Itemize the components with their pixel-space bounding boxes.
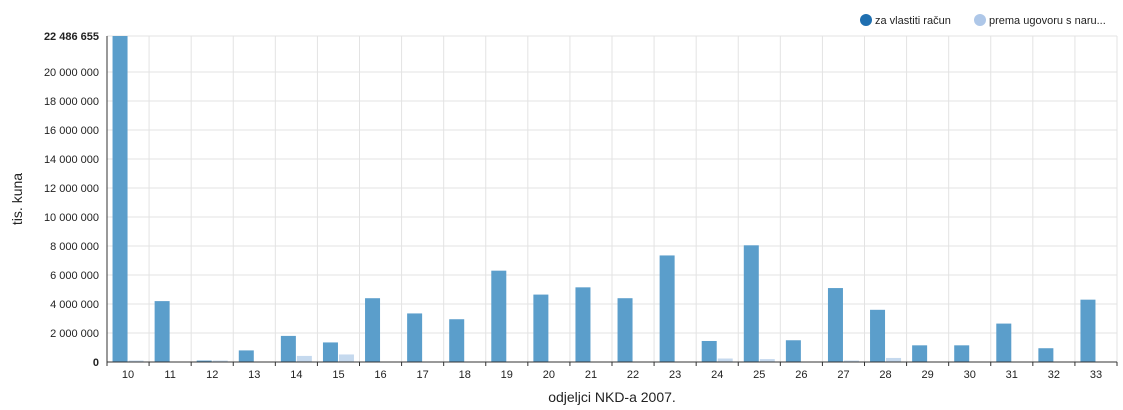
y-tick-label: 10 000 000 — [44, 212, 99, 224]
bar-za-vlastiti-racun[interactable] — [870, 309, 886, 362]
legend-label[interactable]: prema ugovoru s naru... — [989, 15, 1106, 27]
bar-za-vlastiti-racun[interactable] — [785, 340, 801, 362]
y-tick-label: 6 000 000 — [50, 270, 99, 282]
x-tick-label: 15 — [332, 369, 344, 381]
x-tick-label: 10 — [122, 369, 134, 381]
x-tick-label: 17 — [417, 369, 429, 381]
bar-za-vlastiti-racun[interactable] — [407, 313, 423, 362]
bar-prema-ugovoru[interactable] — [338, 354, 354, 362]
y-tick-label: 4 000 000 — [50, 299, 99, 311]
x-tick-label: 29 — [922, 369, 934, 381]
bar-za-vlastiti-racun[interactable] — [659, 255, 675, 362]
x-tick-label: 31 — [1006, 369, 1018, 381]
bar-prema-ugovoru[interactable] — [212, 360, 228, 362]
x-tick-label: 27 — [837, 369, 849, 381]
bar-za-vlastiti-racun[interactable] — [996, 323, 1012, 362]
y-tick-label: 2 000 000 — [50, 328, 99, 340]
bar-prema-ugovoru[interactable] — [296, 355, 312, 362]
x-tick-label: 33 — [1090, 369, 1102, 381]
bar-za-vlastiti-racun[interactable] — [238, 350, 254, 362]
x-tick-label: 11 — [164, 369, 175, 381]
x-tick-label: 22 — [627, 369, 639, 381]
bar-za-vlastiti-racun[interactable] — [617, 298, 633, 362]
x-tick-label: 30 — [964, 369, 976, 381]
x-tick-label: 32 — [1048, 369, 1060, 381]
bar-za-vlastiti-racun[interactable] — [533, 294, 549, 362]
x-tick-label: 19 — [501, 369, 513, 381]
bar-za-vlastiti-racun[interactable] — [954, 345, 970, 362]
x-tick-label: 20 — [543, 369, 555, 381]
x-tick-label: 25 — [753, 369, 765, 381]
x-tick-label: 14 — [290, 369, 302, 381]
y-tick-label: 12 000 000 — [44, 183, 99, 195]
y-tick-label: 22 486 655 — [44, 31, 99, 43]
bar-za-vlastiti-racun[interactable] — [322, 342, 338, 362]
bar-za-vlastiti-racun[interactable] — [112, 36, 128, 362]
x-tick-label: 21 — [585, 369, 597, 381]
x-tick-label: 23 — [669, 369, 681, 381]
bar-za-vlastiti-racun[interactable] — [365, 298, 381, 362]
legend-label[interactable]: za vlastiti račun — [875, 15, 951, 27]
x-tick-label: 13 — [248, 369, 260, 381]
y-tick-label: 8 000 000 — [50, 241, 99, 253]
bar-za-vlastiti-racun[interactable] — [196, 360, 212, 362]
bar-za-vlastiti-racun[interactable] — [912, 345, 928, 362]
bar-prema-ugovoru[interactable] — [886, 357, 902, 362]
y-tick-label: 20 000 000 — [44, 67, 99, 79]
legend-swatch-icon[interactable] — [860, 14, 872, 26]
bar-prema-ugovoru[interactable] — [759, 359, 775, 362]
bar-za-vlastiti-racun[interactable] — [743, 245, 759, 362]
bar-za-vlastiti-racun[interactable] — [1080, 299, 1096, 362]
y-tick-label: 0 — [93, 357, 99, 369]
legend-swatch-icon[interactable] — [974, 14, 986, 26]
bar-za-vlastiti-racun[interactable] — [827, 288, 843, 362]
bar-prema-ugovoru[interactable] — [717, 358, 733, 362]
y-axis-title: tis. kuna — [9, 173, 25, 225]
y-tick-label: 14 000 000 — [44, 154, 99, 166]
bar-za-vlastiti-racun[interactable] — [154, 301, 170, 362]
x-tick-label: 28 — [879, 369, 891, 381]
bar-za-vlastiti-racun[interactable] — [491, 270, 507, 362]
bar-za-vlastiti-racun[interactable] — [449, 319, 465, 362]
x-tick-label: 16 — [374, 369, 386, 381]
x-tick-label: 26 — [795, 369, 807, 381]
x-axis-title: odjeljci NKD-a 2007. — [548, 389, 676, 405]
bar-za-vlastiti-racun[interactable] — [575, 287, 591, 362]
grid-lines — [106, 35, 1118, 362]
bar-za-vlastiti-racun[interactable] — [280, 335, 296, 362]
y-tick-label: 16 000 000 — [44, 125, 99, 137]
bar-prema-ugovoru[interactable] — [843, 360, 859, 362]
y-tick-label: 18 000 000 — [44, 96, 99, 108]
legend[interactable]: za vlastiti račun prema ugovoru s naru... — [860, 14, 1106, 27]
bar-za-vlastiti-racun[interactable] — [701, 340, 717, 362]
axes: 0 2 000 000 4 000 000 6 000 000 8 000 000 10 … — [44, 31, 1118, 381]
bars — [112, 36, 1112, 362]
x-tick-label: 24 — [711, 369, 723, 381]
bar-prema-ugovoru[interactable] — [128, 360, 144, 362]
x-tick-label: 18 — [459, 369, 471, 381]
bar-za-vlastiti-racun[interactable] — [1038, 348, 1054, 362]
x-tick-label: 12 — [206, 369, 218, 381]
